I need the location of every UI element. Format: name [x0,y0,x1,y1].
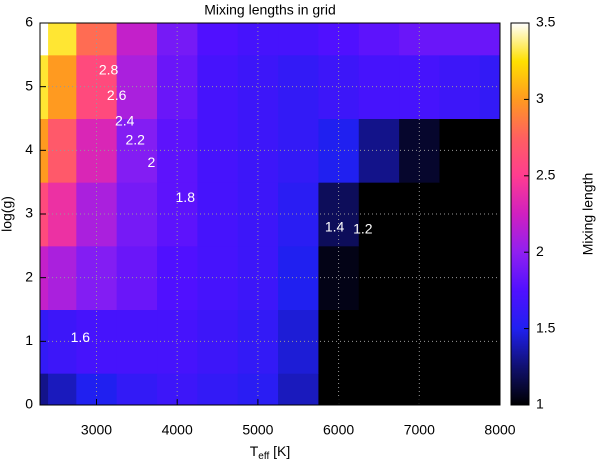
heat-cell [479,309,500,374]
heat-cell [358,23,400,56]
y-tick-label: 2 [25,268,33,284]
contour-label: 1.6 [71,329,91,345]
heat-cell [399,118,440,183]
colorbar-tick-label: 3 [536,90,544,106]
x-tick-label: 4000 [162,422,193,438]
heat-cell [278,373,319,405]
heat-cell [116,309,158,374]
heat-cell [197,23,239,56]
y-tick-label: 6 [25,14,33,30]
plot-area [40,23,500,405]
heat-cell [116,245,158,310]
heat-cell [479,23,500,56]
heat-cell [479,182,500,247]
heat-cell [40,373,49,405]
x-tick-label: 7000 [404,422,435,438]
heat-cell [157,54,198,120]
contour-label: 1.2 [353,221,373,237]
heat-cell [48,23,77,56]
heat-cell [278,23,319,56]
heat-cell [358,373,400,405]
colorbar-label: Mixing length [580,173,596,256]
heat-cell [439,23,481,56]
heat-cell [399,54,440,120]
heat-cell [48,373,77,405]
colorbar-tick-label: 2 [536,243,544,259]
colorbar-tick-label: 1.5 [536,319,556,335]
heat-cell [116,118,158,183]
heat-cell [439,245,481,310]
contour-label: 1.8 [176,189,196,205]
contour-label: 2.8 [99,61,119,77]
heat-cell [40,23,49,56]
contour-label: 2.6 [107,87,127,103]
colorbar-tick-label: 3.5 [536,14,556,30]
y-axis-label: log(g) [0,196,15,232]
heat-cell [116,373,158,405]
chart-title: Mixing lengths in grid [204,2,336,18]
heat-cell [479,373,500,405]
contour-label: 1.4 [325,219,345,235]
y-tick-label: 4 [25,141,33,157]
contour-label: 2.4 [115,112,135,128]
heat-cell [479,118,500,183]
heat-cell [399,309,440,374]
colorbar-tick-label: 2.5 [536,167,556,183]
heat-cell [116,182,158,247]
x-tick-label: 8000 [484,422,515,438]
x-tick-label: 3000 [81,422,112,438]
heat-cell [157,309,198,374]
heat-cell [439,373,481,405]
x-axis-label: Teff [K] [250,443,291,462]
y-tick-label: 0 [25,396,33,412]
heat-cell [157,118,198,183]
y-tick-label: 1 [25,332,33,348]
colorbar [510,22,530,406]
heat-cell [439,309,481,374]
colorbar-tick-label: 1 [536,396,544,412]
y-tick-label: 5 [25,77,33,93]
x-tick-label: 5000 [242,422,273,438]
contour-label: 2 [147,154,155,170]
heat-cell [479,54,500,120]
contour-label: 2.2 [125,131,145,147]
heat-cell [116,54,158,120]
heat-cell [197,373,239,405]
y-tick-label: 3 [25,205,33,221]
heat-cell [479,245,500,310]
x-tick-label: 6000 [323,422,354,438]
heat-cell [116,23,158,56]
heat-cell [439,182,481,247]
heat-cell [439,118,481,183]
heat-cell [439,54,481,120]
